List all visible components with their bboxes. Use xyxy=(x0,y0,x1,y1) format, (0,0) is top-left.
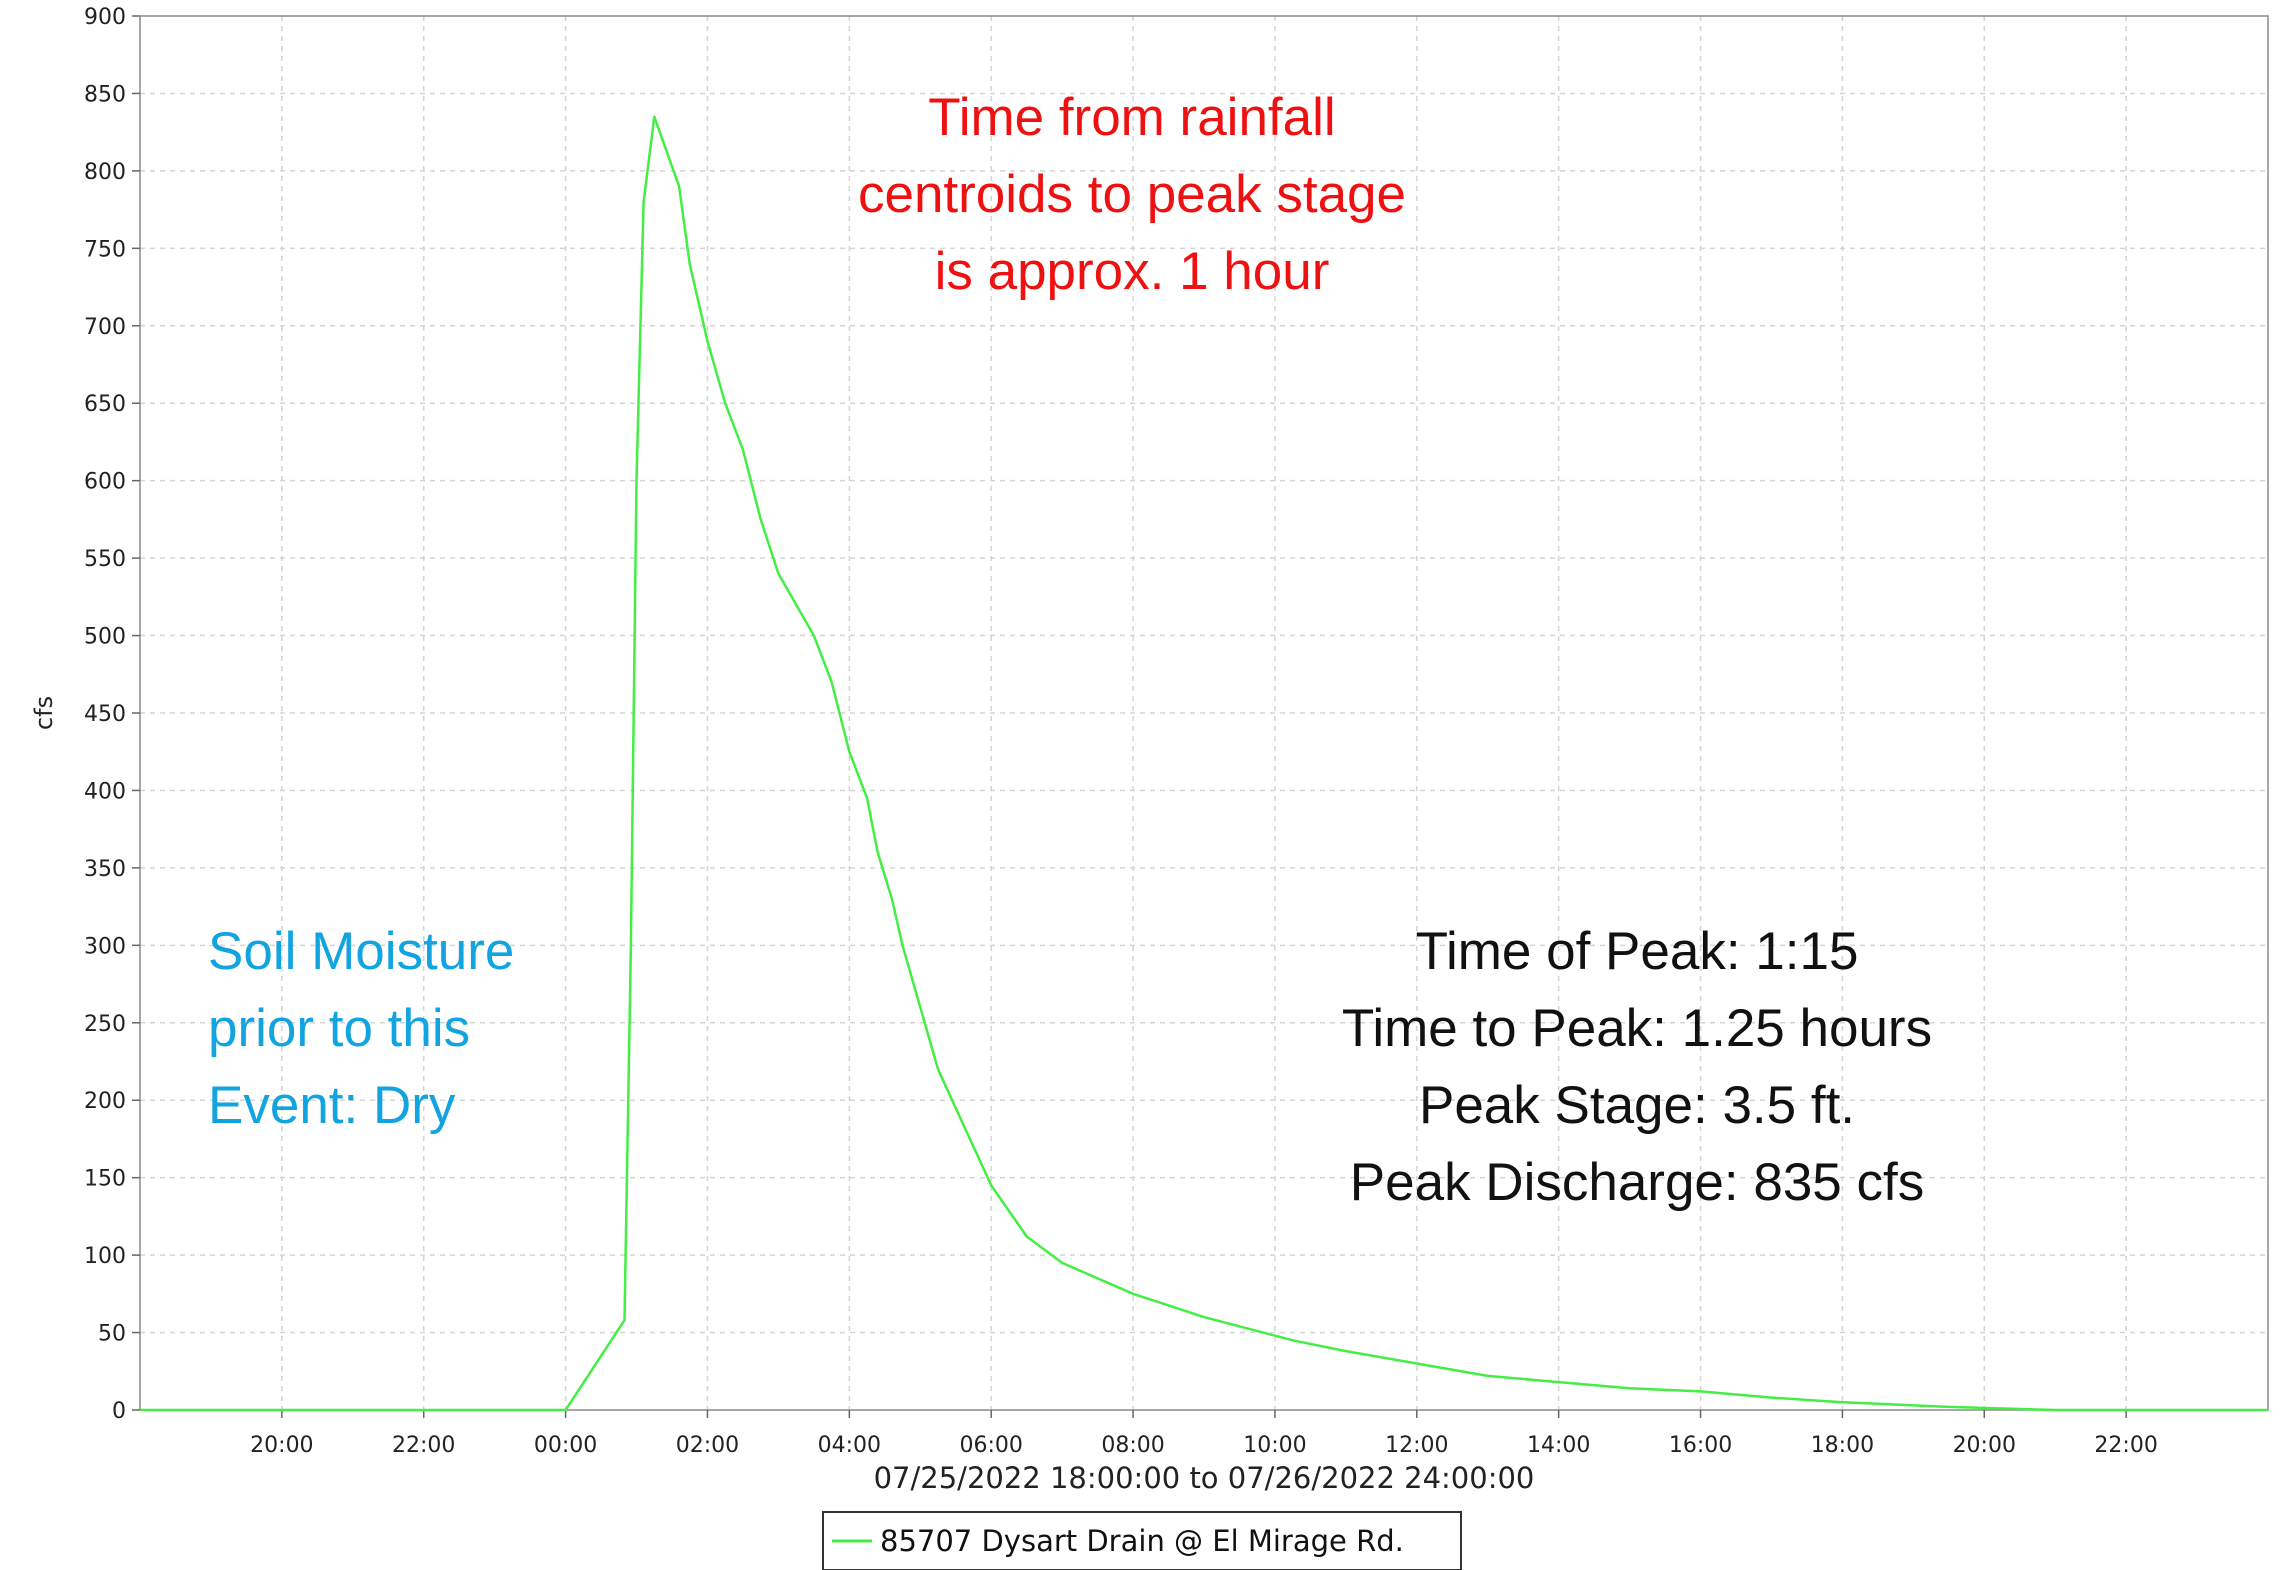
legend-label: 85707 Dysart Drain @ El Mirage Rd. xyxy=(880,1524,1404,1558)
rainfall-annotation-line: centroids to peak stage xyxy=(858,165,1406,224)
y-axis-label: cfs xyxy=(30,696,58,730)
y-tick-label: 100 xyxy=(84,1244,126,1269)
x-tick-label: 16:00 xyxy=(1669,1433,1732,1458)
y-tick-label: 650 xyxy=(84,392,126,417)
x-axis: 20:00 22:00 00:00 02:00 04:00 06:00 08:00 10:00… xyxy=(250,1410,2158,1458)
soil-moisture-annotation: Soil Moisture prior to this Event: Dry xyxy=(208,922,514,1135)
y-tick-label: 550 xyxy=(84,547,126,572)
y-tick-label: 500 xyxy=(84,625,126,650)
series-line xyxy=(140,115,2268,1412)
rainfall-annotation-line: Time from rainfall xyxy=(928,88,1335,147)
soil-annotation-line: Event: Dry xyxy=(208,1076,456,1135)
x-tick-label: 18:00 xyxy=(1811,1433,1874,1458)
y-tick-label: 700 xyxy=(84,315,126,340)
rainfall-annotation-line: is approx. 1 hour xyxy=(935,242,1330,301)
peak-annotation-line: Time to Peak: 1.25 hours xyxy=(1342,999,1932,1058)
peak-annotation-line: Peak Discharge: 835 cfs xyxy=(1350,1153,1924,1212)
y-tick-label: 200 xyxy=(84,1089,126,1114)
legend: 85707 Dysart Drain @ El Mirage Rd. xyxy=(822,1511,1462,1570)
x-tick-label: 14:00 xyxy=(1527,1433,1590,1458)
x-tick-label: 22:00 xyxy=(2094,1433,2157,1458)
peak-stats-annotation: Time of Peak: 1:15 Time to Peak: 1.25 ho… xyxy=(1342,922,1932,1212)
grid xyxy=(140,16,2268,1410)
soil-annotation-line: prior to this xyxy=(208,999,470,1058)
rainfall-annotation: Time from rainfall centroids to peak sta… xyxy=(858,88,1406,301)
series-layer xyxy=(140,115,2268,1412)
y-tick-label: 900 xyxy=(84,5,126,30)
x-tick-label: 00:00 xyxy=(534,1433,597,1458)
y-tick-label: 600 xyxy=(84,470,126,495)
y-tick-label: 850 xyxy=(84,82,126,107)
x-tick-label: 08:00 xyxy=(1101,1433,1164,1458)
y-tick-label: 150 xyxy=(84,1167,126,1192)
soil-annotation-line: Soil Moisture xyxy=(208,922,514,981)
peak-annotation-line: Peak Stage: 3.5 ft. xyxy=(1419,1076,1855,1135)
y-tick-label: 0 xyxy=(112,1399,126,1424)
y-tick-label: 800 xyxy=(84,160,126,185)
x-tick-label: 04:00 xyxy=(818,1433,881,1458)
x-tick-label: 06:00 xyxy=(959,1433,1022,1458)
y-tick-label: 350 xyxy=(84,857,126,882)
x-axis-label: 07/25/2022 18:00:00 to 07/26/2022 24:00:… xyxy=(874,1461,1535,1495)
x-tick-label: 20:00 xyxy=(250,1433,313,1458)
legend-box xyxy=(822,1511,1462,1570)
x-tick-label: 10:00 xyxy=(1243,1433,1306,1458)
y-tick-label: 250 xyxy=(84,1012,126,1037)
x-tick-label: 12:00 xyxy=(1385,1433,1448,1458)
x-tick-label: 20:00 xyxy=(1953,1433,2016,1458)
y-tick-label: 400 xyxy=(84,779,126,804)
y-tick-label: 750 xyxy=(84,237,126,262)
y-tick-label: 50 xyxy=(98,1322,126,1347)
y-tick-label: 300 xyxy=(84,934,126,959)
x-tick-label: 02:00 xyxy=(676,1433,739,1458)
peak-annotation-line: Time of Peak: 1:15 xyxy=(1416,922,1859,981)
x-tick-label: 22:00 xyxy=(392,1433,455,1458)
y-tick-label: 450 xyxy=(84,702,126,727)
y-axis: 0 50 100 150 200 250 300 350 400 450 500 550 600 650 7… xyxy=(84,5,140,1424)
